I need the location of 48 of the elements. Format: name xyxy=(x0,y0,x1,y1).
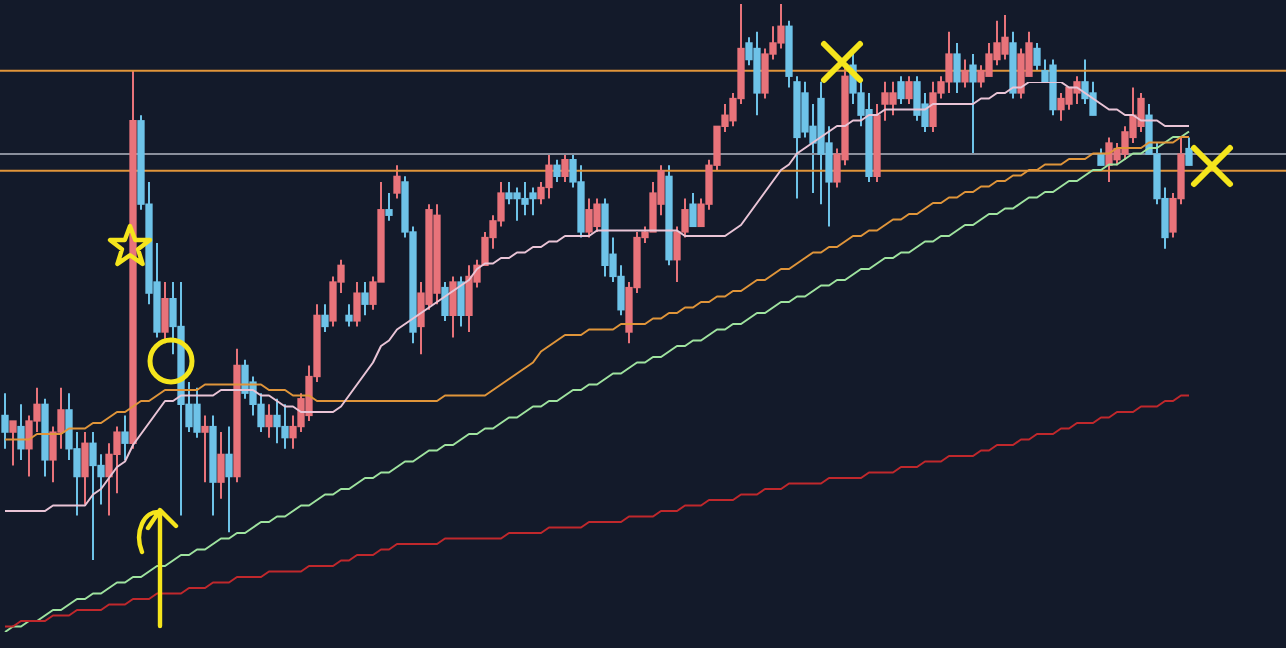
candlestick xyxy=(1185,136,1193,167)
candlestick xyxy=(585,197,593,239)
candlestick xyxy=(513,186,521,222)
candlestick xyxy=(89,431,97,561)
candlestick xyxy=(449,275,457,339)
candlestick xyxy=(521,180,529,217)
candlestick xyxy=(1033,41,1041,72)
candlestick xyxy=(945,30,953,94)
candlestick xyxy=(321,303,329,334)
candlestick xyxy=(225,425,233,534)
candlestick xyxy=(889,80,897,117)
candlestick xyxy=(561,153,569,183)
candlestick xyxy=(1049,58,1057,117)
candlestick xyxy=(953,41,961,94)
candlestick xyxy=(393,164,401,200)
candlestick xyxy=(121,414,129,461)
candlestick xyxy=(465,264,473,334)
candlestick xyxy=(961,58,969,89)
candlestick xyxy=(905,75,913,106)
candlestick xyxy=(1001,14,1009,61)
candlestick xyxy=(193,386,201,439)
candlestick xyxy=(929,80,937,133)
candlestick xyxy=(265,403,273,439)
candlestick xyxy=(385,192,393,222)
candlestick xyxy=(1,392,9,450)
candlestick xyxy=(897,75,905,106)
candlestick xyxy=(553,158,561,183)
candlestick xyxy=(281,403,289,450)
candlestick xyxy=(441,281,449,322)
candlestick xyxy=(201,414,209,484)
candlestick xyxy=(689,192,697,228)
candlestick xyxy=(593,197,601,233)
candlestick xyxy=(9,420,17,467)
candlestick xyxy=(273,397,281,445)
candlestick xyxy=(457,275,465,328)
candlestick xyxy=(345,303,353,328)
candlestick xyxy=(1057,91,1065,122)
candlestick xyxy=(529,186,537,217)
candlestick xyxy=(505,180,513,206)
candlestick xyxy=(361,281,369,317)
candlestick xyxy=(1017,47,1025,100)
candlestick xyxy=(217,431,225,500)
candlestick xyxy=(81,431,89,506)
candlestick xyxy=(969,53,977,156)
candlestick xyxy=(753,30,761,117)
candlestick xyxy=(17,403,25,461)
candlestick xyxy=(545,153,553,200)
candlestick xyxy=(353,281,361,328)
